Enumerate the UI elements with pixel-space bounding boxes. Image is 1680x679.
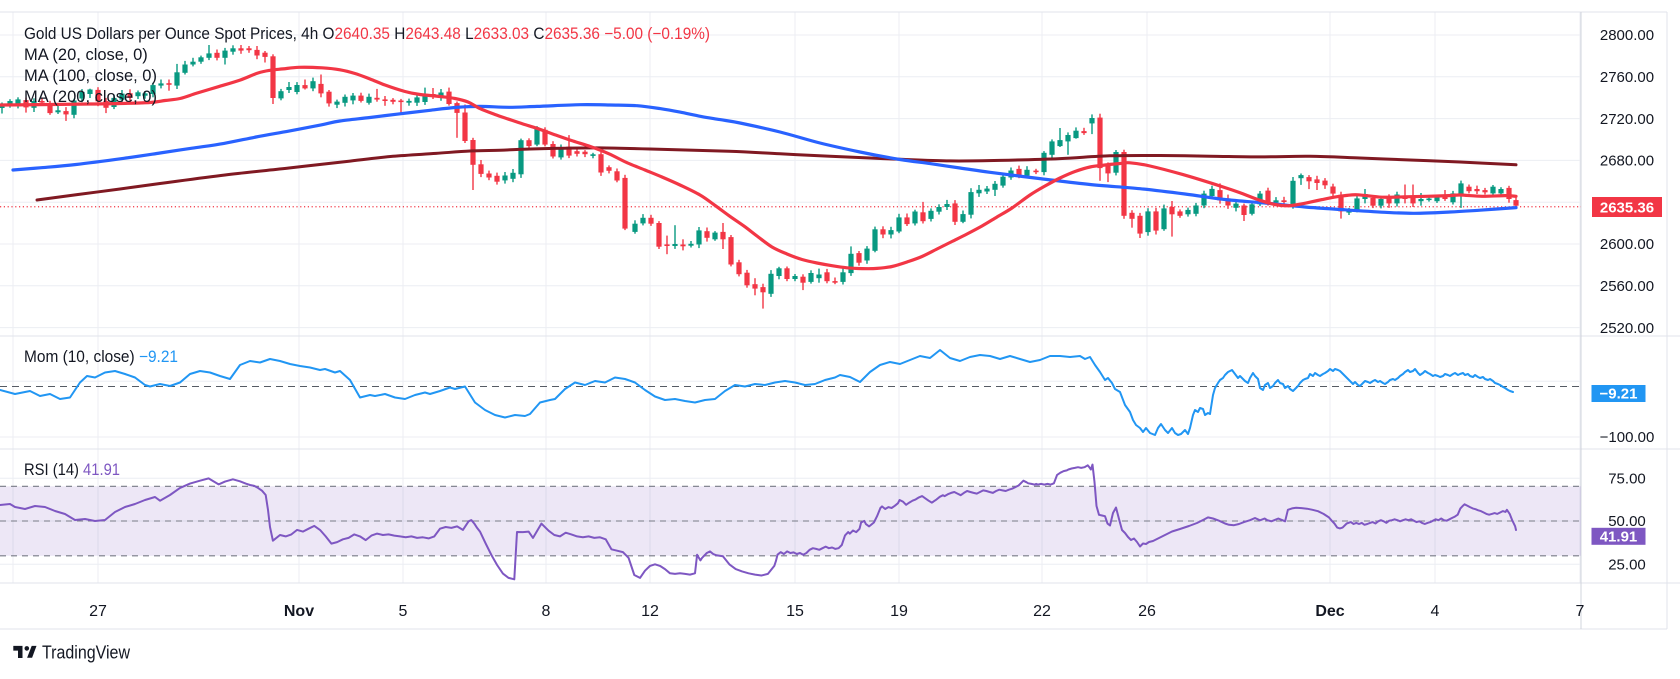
svg-text:2720.00: 2720.00 <box>1600 111 1654 128</box>
svg-text:15: 15 <box>786 603 804 620</box>
svg-text:26: 26 <box>1138 603 1156 620</box>
svg-text:−100.00: −100.00 <box>1600 429 1655 446</box>
svg-text:TradingView: TradingView <box>42 643 131 663</box>
svg-text:2635.36: 2635.36 <box>1600 199 1654 216</box>
svg-text:25.00: 25.00 <box>1608 556 1646 573</box>
svg-text:RSI (14) 41.91: RSI (14) 41.91 <box>24 461 120 479</box>
svg-text:8: 8 <box>542 603 551 620</box>
svg-text:2520.00: 2520.00 <box>1600 320 1654 337</box>
svg-text:−9.21: −9.21 <box>1600 386 1638 403</box>
svg-text:Mom (10, close) −9.21: Mom (10, close) −9.21 <box>24 348 178 366</box>
svg-text:5: 5 <box>399 603 408 620</box>
svg-text:27: 27 <box>89 603 107 620</box>
svg-text:MA (20, close, 0): MA (20, close, 0) <box>24 46 148 64</box>
svg-text:MA (200, close, 0): MA (200, close, 0) <box>24 88 157 106</box>
svg-text:2800.00: 2800.00 <box>1600 27 1654 44</box>
svg-text:2560.00: 2560.00 <box>1600 278 1654 295</box>
svg-text:Dec: Dec <box>1315 603 1344 620</box>
svg-text:19: 19 <box>890 603 908 620</box>
svg-text:2760.00: 2760.00 <box>1600 69 1654 86</box>
svg-text:50.00: 50.00 <box>1608 513 1646 530</box>
svg-text:22: 22 <box>1033 603 1051 620</box>
svg-text:41.91: 41.91 <box>1600 528 1638 545</box>
svg-text:4: 4 <box>1431 603 1440 620</box>
svg-text:2680.00: 2680.00 <box>1600 153 1654 170</box>
svg-text:2600.00: 2600.00 <box>1600 236 1654 253</box>
svg-text:MA (100, close, 0): MA (100, close, 0) <box>24 67 157 85</box>
svg-text:12: 12 <box>641 603 659 620</box>
svg-text:7: 7 <box>1576 603 1585 620</box>
svg-text:Gold US Dollars per Ounce Spot: Gold US Dollars per Ounce Spot Prices, 4… <box>24 25 710 43</box>
svg-text:75.00: 75.00 <box>1608 471 1646 488</box>
svg-text:Nov: Nov <box>284 603 314 620</box>
